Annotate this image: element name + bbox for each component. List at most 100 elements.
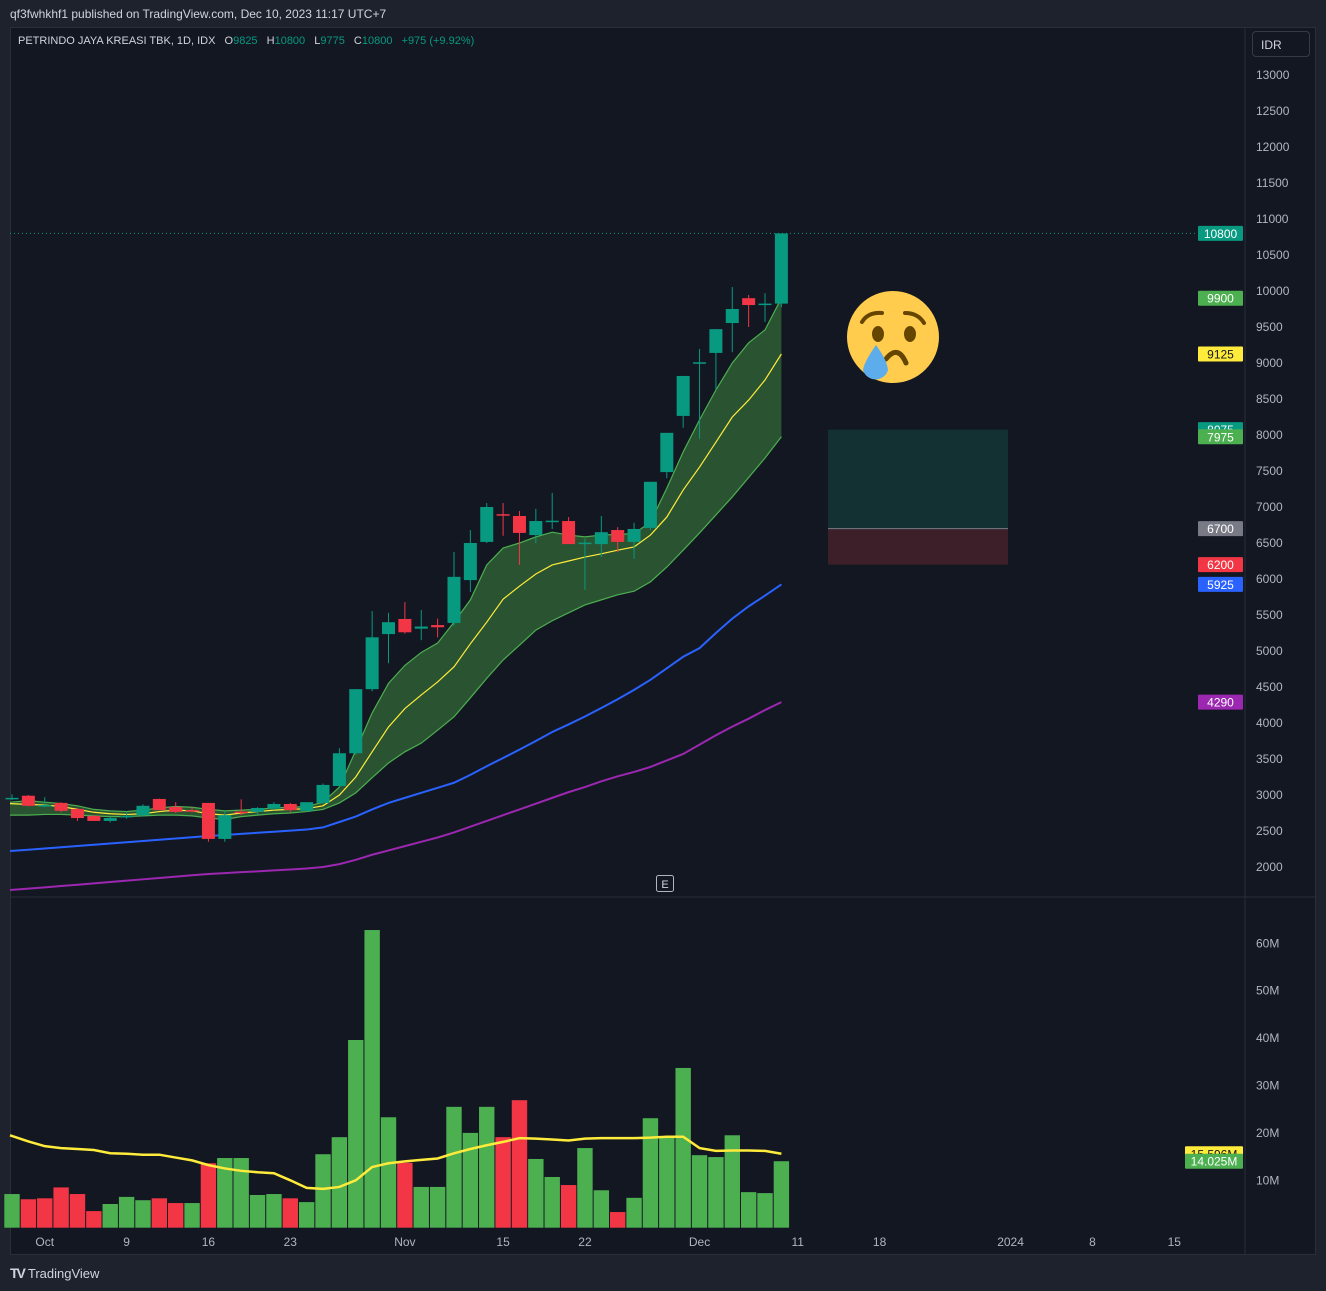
candle-body bbox=[251, 807, 265, 812]
open-value: 9825 bbox=[233, 35, 258, 47]
candle bbox=[87, 815, 101, 821]
candle bbox=[693, 348, 707, 439]
candle bbox=[201, 802, 215, 842]
price-tick-label: 6500 bbox=[1256, 536, 1283, 550]
time-tick-label: Dec bbox=[689, 1235, 710, 1249]
candle-body bbox=[316, 784, 330, 803]
low-label: L bbox=[314, 35, 321, 47]
candle-body bbox=[496, 514, 510, 516]
volume-tick-label: 10M bbox=[1256, 1173, 1279, 1187]
symbol-title[interactable]: PETRINDO JAYA KREASI TBK, 1D, IDX bbox=[18, 35, 216, 47]
candle bbox=[774, 233, 788, 308]
price-tick-label: 6000 bbox=[1256, 572, 1283, 586]
volume-bar bbox=[282, 1198, 298, 1228]
price-tick-label: 11000 bbox=[1256, 212, 1289, 226]
badge-label: 6700 bbox=[1207, 522, 1234, 536]
price-tick-label: 12500 bbox=[1256, 104, 1290, 118]
time-tick-label: 22 bbox=[578, 1235, 592, 1249]
time-tick-label: Oct bbox=[35, 1235, 54, 1249]
volume-tick-label: 20M bbox=[1256, 1126, 1279, 1140]
candle-body bbox=[676, 375, 690, 416]
earnings-marker-label: E bbox=[661, 879, 668, 891]
badge-bg bbox=[1185, 1153, 1243, 1169]
candle bbox=[643, 481, 657, 531]
volume-bar bbox=[528, 1158, 544, 1228]
candle-body bbox=[693, 362, 707, 364]
candle bbox=[758, 293, 772, 322]
price-tick-label: 13000 bbox=[1256, 68, 1290, 82]
chart-pane[interactable] bbox=[10, 27, 1316, 1255]
volume-bar bbox=[249, 1194, 266, 1228]
currency-button[interactable]: IDR bbox=[1252, 31, 1310, 57]
candle-body bbox=[5, 797, 19, 800]
candle-body bbox=[725, 309, 739, 324]
volume-bar bbox=[626, 1197, 642, 1228]
candle bbox=[251, 807, 265, 815]
candle bbox=[627, 522, 641, 559]
candle-body bbox=[300, 802, 314, 811]
tradingview-logo-text: TradingView bbox=[27, 1265, 100, 1281]
band-fill bbox=[10, 298, 782, 820]
candle bbox=[562, 517, 576, 545]
volume-bar bbox=[757, 1193, 773, 1228]
candle bbox=[431, 618, 445, 638]
volume-tick-label: 60M bbox=[1256, 936, 1279, 950]
price-tick-label: 4000 bbox=[1256, 716, 1283, 730]
volume-bar bbox=[69, 1194, 86, 1228]
volume-bar bbox=[364, 930, 380, 1228]
volume-bar bbox=[200, 1163, 217, 1228]
volume-bar bbox=[102, 1204, 118, 1228]
candle-body bbox=[103, 818, 117, 821]
symbol-legend: PETRINDO JAYA KREASI TBK, 1D, IDX O9825 … bbox=[18, 35, 474, 47]
band-lower-line bbox=[10, 436, 782, 821]
candle-body bbox=[169, 806, 183, 812]
volume-bar bbox=[724, 1135, 740, 1228]
candle bbox=[21, 795, 35, 807]
candle-body bbox=[447, 576, 461, 623]
volume-bar bbox=[380, 1117, 397, 1228]
candle bbox=[283, 802, 297, 813]
price-badge: 4290 bbox=[1198, 694, 1243, 710]
volume-bar bbox=[675, 1067, 691, 1228]
volume-bar bbox=[462, 1132, 479, 1228]
volume-bar bbox=[642, 1118, 659, 1228]
price-badge: 5925 bbox=[1198, 576, 1243, 592]
price-tick-label: 3000 bbox=[1256, 788, 1283, 802]
volume-bar bbox=[168, 1203, 184, 1228]
candle-body bbox=[185, 810, 199, 812]
close-label: C bbox=[353, 35, 362, 47]
candle-body bbox=[578, 542, 592, 545]
earnings-marker-icon bbox=[656, 875, 674, 892]
volume-bar bbox=[708, 1157, 724, 1228]
tradingview-branding[interactable]: TV TradingView bbox=[10, 1265, 99, 1281]
price-badge: 10800 bbox=[1198, 225, 1243, 241]
candle bbox=[365, 611, 379, 692]
close-value: 10800 bbox=[361, 35, 393, 47]
candle bbox=[349, 689, 363, 755]
volume-bar bbox=[659, 1136, 675, 1228]
candle bbox=[611, 527, 625, 552]
badge-bg bbox=[1198, 521, 1243, 537]
candle-body bbox=[529, 521, 543, 536]
price-tick-label: 2500 bbox=[1256, 824, 1283, 838]
volume-bar bbox=[413, 1186, 429, 1228]
volume-bar bbox=[593, 1190, 610, 1228]
badge-label: 4290 bbox=[1207, 696, 1234, 710]
candle bbox=[300, 802, 314, 812]
candle bbox=[414, 609, 428, 641]
emoji-eye bbox=[904, 326, 916, 342]
badge-label: 14.025M bbox=[1191, 1155, 1238, 1169]
price-badge: 9900 bbox=[1198, 290, 1243, 306]
time-tick-label: 11 bbox=[792, 1235, 805, 1249]
candle-body bbox=[382, 622, 396, 635]
candle bbox=[742, 294, 756, 327]
candle bbox=[496, 503, 510, 536]
candle bbox=[529, 508, 543, 543]
volume-bar bbox=[266, 1194, 282, 1228]
emoji-brow bbox=[903, 311, 926, 325]
change-value: +975 (+9.92%) bbox=[401, 35, 475, 47]
volume-bar bbox=[560, 1185, 577, 1228]
volume-bar bbox=[4, 1194, 20, 1228]
volume-bar bbox=[151, 1198, 168, 1228]
